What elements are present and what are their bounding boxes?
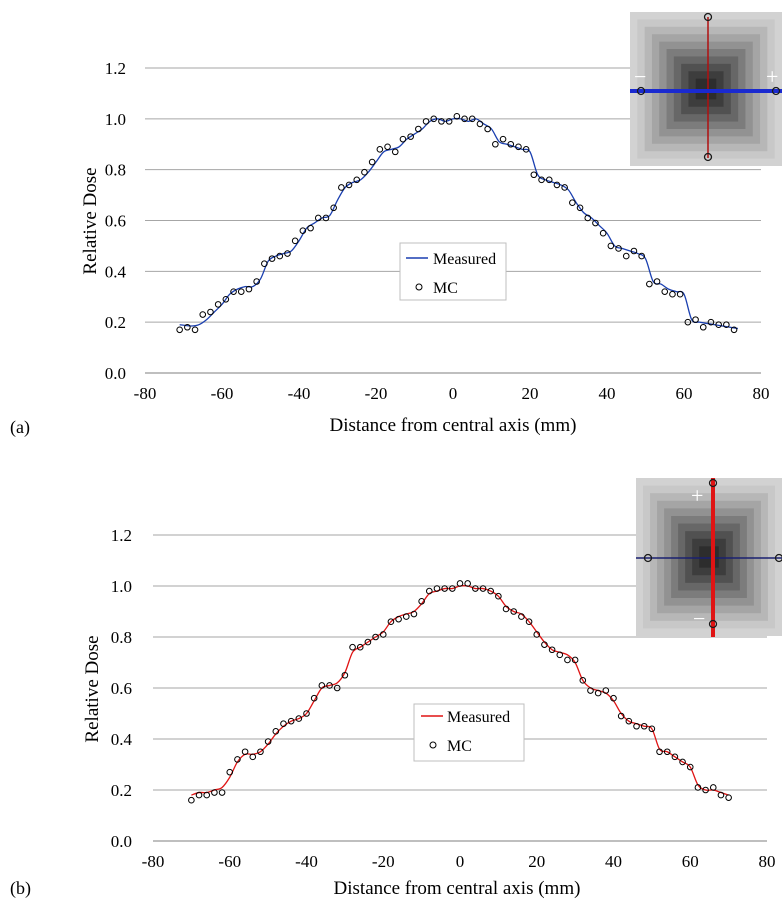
y-tick-label-a: 1.0	[105, 110, 126, 129]
y-tick-label-a: 0.8	[105, 161, 126, 180]
mc-data-point-a	[600, 230, 606, 236]
legend-measured-label-b: Measured	[447, 709, 510, 726]
field-inset-b: + −	[636, 478, 782, 637]
mc-data-point-a	[693, 317, 699, 323]
x-tick-label-b: 20	[528, 852, 545, 871]
x-tick-label-a: 80	[753, 384, 770, 403]
legend-measured-label-a: Measured	[433, 251, 496, 268]
mc-data-point-a	[192, 327, 198, 333]
panel-label-b: (b)	[10, 878, 31, 899]
dose-field-image-b	[636, 478, 782, 636]
x-tick-label-a: 40	[599, 384, 616, 403]
mc-data-point-b	[219, 790, 225, 796]
x-tick-label-a: -20	[365, 384, 388, 403]
legend-mc-label-b: MC	[447, 738, 472, 755]
x-tick-label-b: 0	[456, 852, 465, 871]
y-tick-label-a: 0.4	[105, 262, 127, 281]
panel-label-a: (a)	[10, 417, 30, 438]
mc-data-point-a	[308, 225, 314, 231]
mc-data-point-a	[608, 243, 614, 249]
legend-a: Measured MC	[400, 243, 506, 300]
mc-data-point-a	[423, 119, 429, 125]
x-tick-label-b: -80	[142, 852, 165, 871]
x-axis-title-b: Distance from central axis (mm)	[334, 878, 581, 899]
x-tick-label-b: 80	[759, 852, 776, 871]
x-tick-labels-b: -80 -60 -40 -20 0 20 40 60 80	[142, 852, 776, 871]
mc-data-point-a	[200, 312, 206, 318]
mc-data-point-a	[377, 147, 383, 153]
x-tick-labels-a: -80 -60 -40 -20 0 20 40 60 80	[134, 384, 770, 403]
mc-data-point-a	[677, 291, 683, 297]
y-tick-label-a: 0.6	[105, 212, 126, 231]
mc-data-point-a	[400, 136, 406, 142]
y-tick-label-b: 0.4	[111, 730, 133, 749]
x-tick-label-b: 60	[682, 852, 699, 871]
x-tick-label-b: -40	[295, 852, 318, 871]
x-tick-label-a: 20	[522, 384, 539, 403]
mc-data-point-b	[565, 657, 571, 663]
x-tick-label-a: -80	[134, 384, 157, 403]
y-tick-labels-a: 0.0 0.2 0.4 0.6 0.8 1.0 1.2	[105, 59, 127, 383]
x-tick-label-b: -60	[218, 852, 241, 871]
x-tick-label-b: 40	[605, 852, 622, 871]
mc-data-point-a	[670, 291, 676, 297]
legend-mc-label-a: MC	[433, 280, 458, 297]
y-axis-title-a: Relative Dose	[80, 167, 101, 274]
minus-sign-b: −	[693, 606, 705, 631]
x-tick-label-a: 0	[449, 384, 458, 403]
y-axis-title-b: Relative Dose	[82, 635, 103, 742]
mc-data-point-a	[570, 200, 576, 206]
y-tick-label-a: 0.0	[105, 364, 126, 383]
y-tick-label-a: 0.2	[105, 313, 126, 332]
mc-data-point-a	[177, 327, 183, 333]
mc-data-point-a	[208, 309, 214, 315]
mc-data-point-a	[485, 126, 491, 132]
x-tick-label-a: 60	[676, 384, 693, 403]
y-tick-label-b: 0.0	[111, 832, 132, 851]
field-level-square	[699, 546, 719, 567]
y-tick-label-b: 1.2	[111, 526, 132, 545]
mc-data-point-a	[531, 172, 537, 178]
field-inset-a: − +	[630, 12, 782, 166]
mc-data-point-a	[292, 238, 298, 244]
mc-data-point-a	[647, 281, 653, 287]
mc-data-point-a	[385, 144, 391, 150]
mc-data-point-a	[362, 169, 368, 175]
mc-data-point-a	[392, 149, 398, 155]
mc-data-point-b	[726, 795, 732, 801]
x-tick-label-a: -60	[211, 384, 234, 403]
plus-sign-a: +	[766, 64, 778, 89]
mc-data-point-a	[369, 159, 375, 165]
mc-data-point-a	[238, 289, 244, 295]
mc-data-point-a	[215, 302, 221, 308]
mc-data-point-a	[339, 185, 345, 191]
x-axis-title-a: Distance from central axis (mm)	[330, 415, 577, 436]
mc-data-point-a	[623, 253, 629, 259]
y-tick-label-b: 0.8	[111, 628, 132, 647]
plus-sign-b: +	[691, 483, 703, 508]
mc-data-point-a	[662, 289, 668, 295]
mc-data-point-a	[500, 136, 506, 142]
mc-data-point-a	[477, 121, 483, 127]
legend-b: Measured MC	[414, 704, 524, 761]
minus-sign-a: −	[634, 64, 646, 89]
y-tick-label-a: 1.2	[105, 59, 126, 78]
x-tick-label-a: -40	[288, 384, 311, 403]
mc-data-point-a	[700, 324, 706, 330]
mc-data-point-b	[189, 797, 195, 803]
y-tick-label-b: 0.6	[111, 679, 132, 698]
y-tick-label-b: 0.2	[111, 781, 132, 800]
y-tick-label-b: 1.0	[111, 577, 132, 596]
mc-data-point-b	[350, 644, 356, 650]
x-tick-label-b: -20	[372, 852, 395, 871]
mc-data-point-a	[493, 141, 499, 147]
y-tick-labels-b: 0.0 0.2 0.4 0.6 0.8 1.0 1.2	[111, 526, 133, 851]
